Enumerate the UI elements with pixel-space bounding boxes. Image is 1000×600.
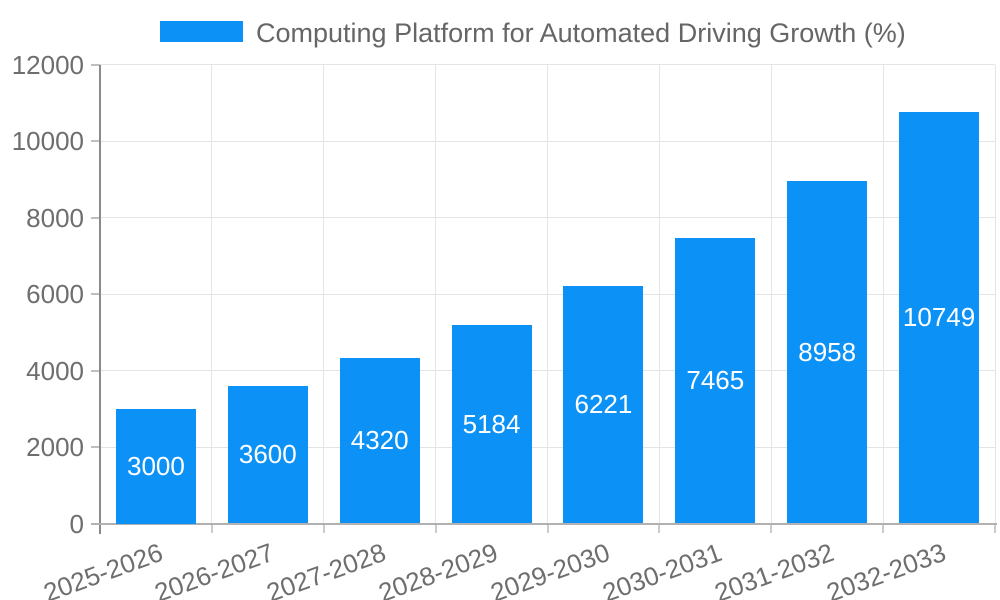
x-gridline (323, 64, 325, 524)
y-axis-tick (91, 216, 100, 219)
bar-value-label: 3600 (238, 439, 297, 470)
legend-swatch (160, 21, 243, 42)
x-tick-label: 2032-2033 (822, 537, 950, 600)
y-axis-tick (91, 140, 100, 142)
x-tick-label: 2029-2030 (486, 537, 614, 600)
bar-value-label: 6221 (574, 389, 633, 419)
y-axis-line (99, 64, 101, 534)
bar: 5184 (451, 325, 532, 524)
x-tick-label: 2026-2027 (150, 537, 279, 600)
y-tick-label: 10000 (11, 126, 84, 156)
x-tick-label: 2027-2028 (262, 537, 390, 600)
x-axis-tick (882, 523, 885, 533)
x-gridline (882, 64, 884, 524)
y-tick-label: 12000 (11, 49, 84, 80)
x-axis-tick (770, 523, 773, 533)
x-tick-label: 2031-2032 (710, 537, 838, 600)
bar: 8958 (787, 180, 868, 524)
x-axis-tick (210, 523, 213, 533)
bar: 7465 (675, 237, 756, 524)
legend-label: Computing Platform for Automated Driving… (256, 18, 906, 48)
x-axis-line (91, 522, 997, 525)
x-axis-tick (994, 523, 996, 533)
bar-value-label: 10749 (902, 302, 976, 333)
bar: 6221 (563, 285, 644, 524)
bar-value-label: 7465 (686, 365, 745, 396)
y-tick-label: 2000 (26, 432, 84, 462)
x-gridline (211, 64, 213, 524)
x-gridline (658, 64, 660, 524)
x-axis-tick (434, 523, 437, 533)
x-gridline (994, 64, 996, 524)
x-gridline (547, 64, 548, 524)
x-tick-label: 2025-2026 (39, 537, 167, 600)
bar: 3600 (227, 385, 308, 524)
y-tick-label: 6000 (26, 279, 84, 309)
y-axis-tick (91, 446, 100, 448)
x-gridline (435, 64, 437, 524)
bar-value-label: 5184 (462, 408, 521, 439)
y-axis-tick (91, 63, 100, 66)
bar: 4320 (339, 358, 420, 524)
x-tick-label: 2030-2031 (598, 537, 726, 600)
x-gridline (770, 64, 772, 524)
x-tick-label: 2028-2029 (374, 537, 502, 600)
bar: 10749 (899, 112, 980, 524)
y-axis-tick (91, 369, 100, 372)
y-tick-label: 8000 (26, 202, 84, 233)
x-axis-tick (322, 523, 325, 533)
x-axis-tick (546, 523, 549, 533)
bar-value-label: 4320 (350, 425, 409, 456)
bar-value-label: 8958 (798, 336, 857, 367)
bar-value-label: 3000 (127, 450, 185, 481)
y-axis-tick (91, 293, 100, 295)
x-axis-tick (658, 523, 661, 533)
y-tick-label: 4000 (26, 355, 84, 386)
y-tick-label: 0 (69, 508, 84, 539)
bar: 3000 (115, 408, 196, 524)
